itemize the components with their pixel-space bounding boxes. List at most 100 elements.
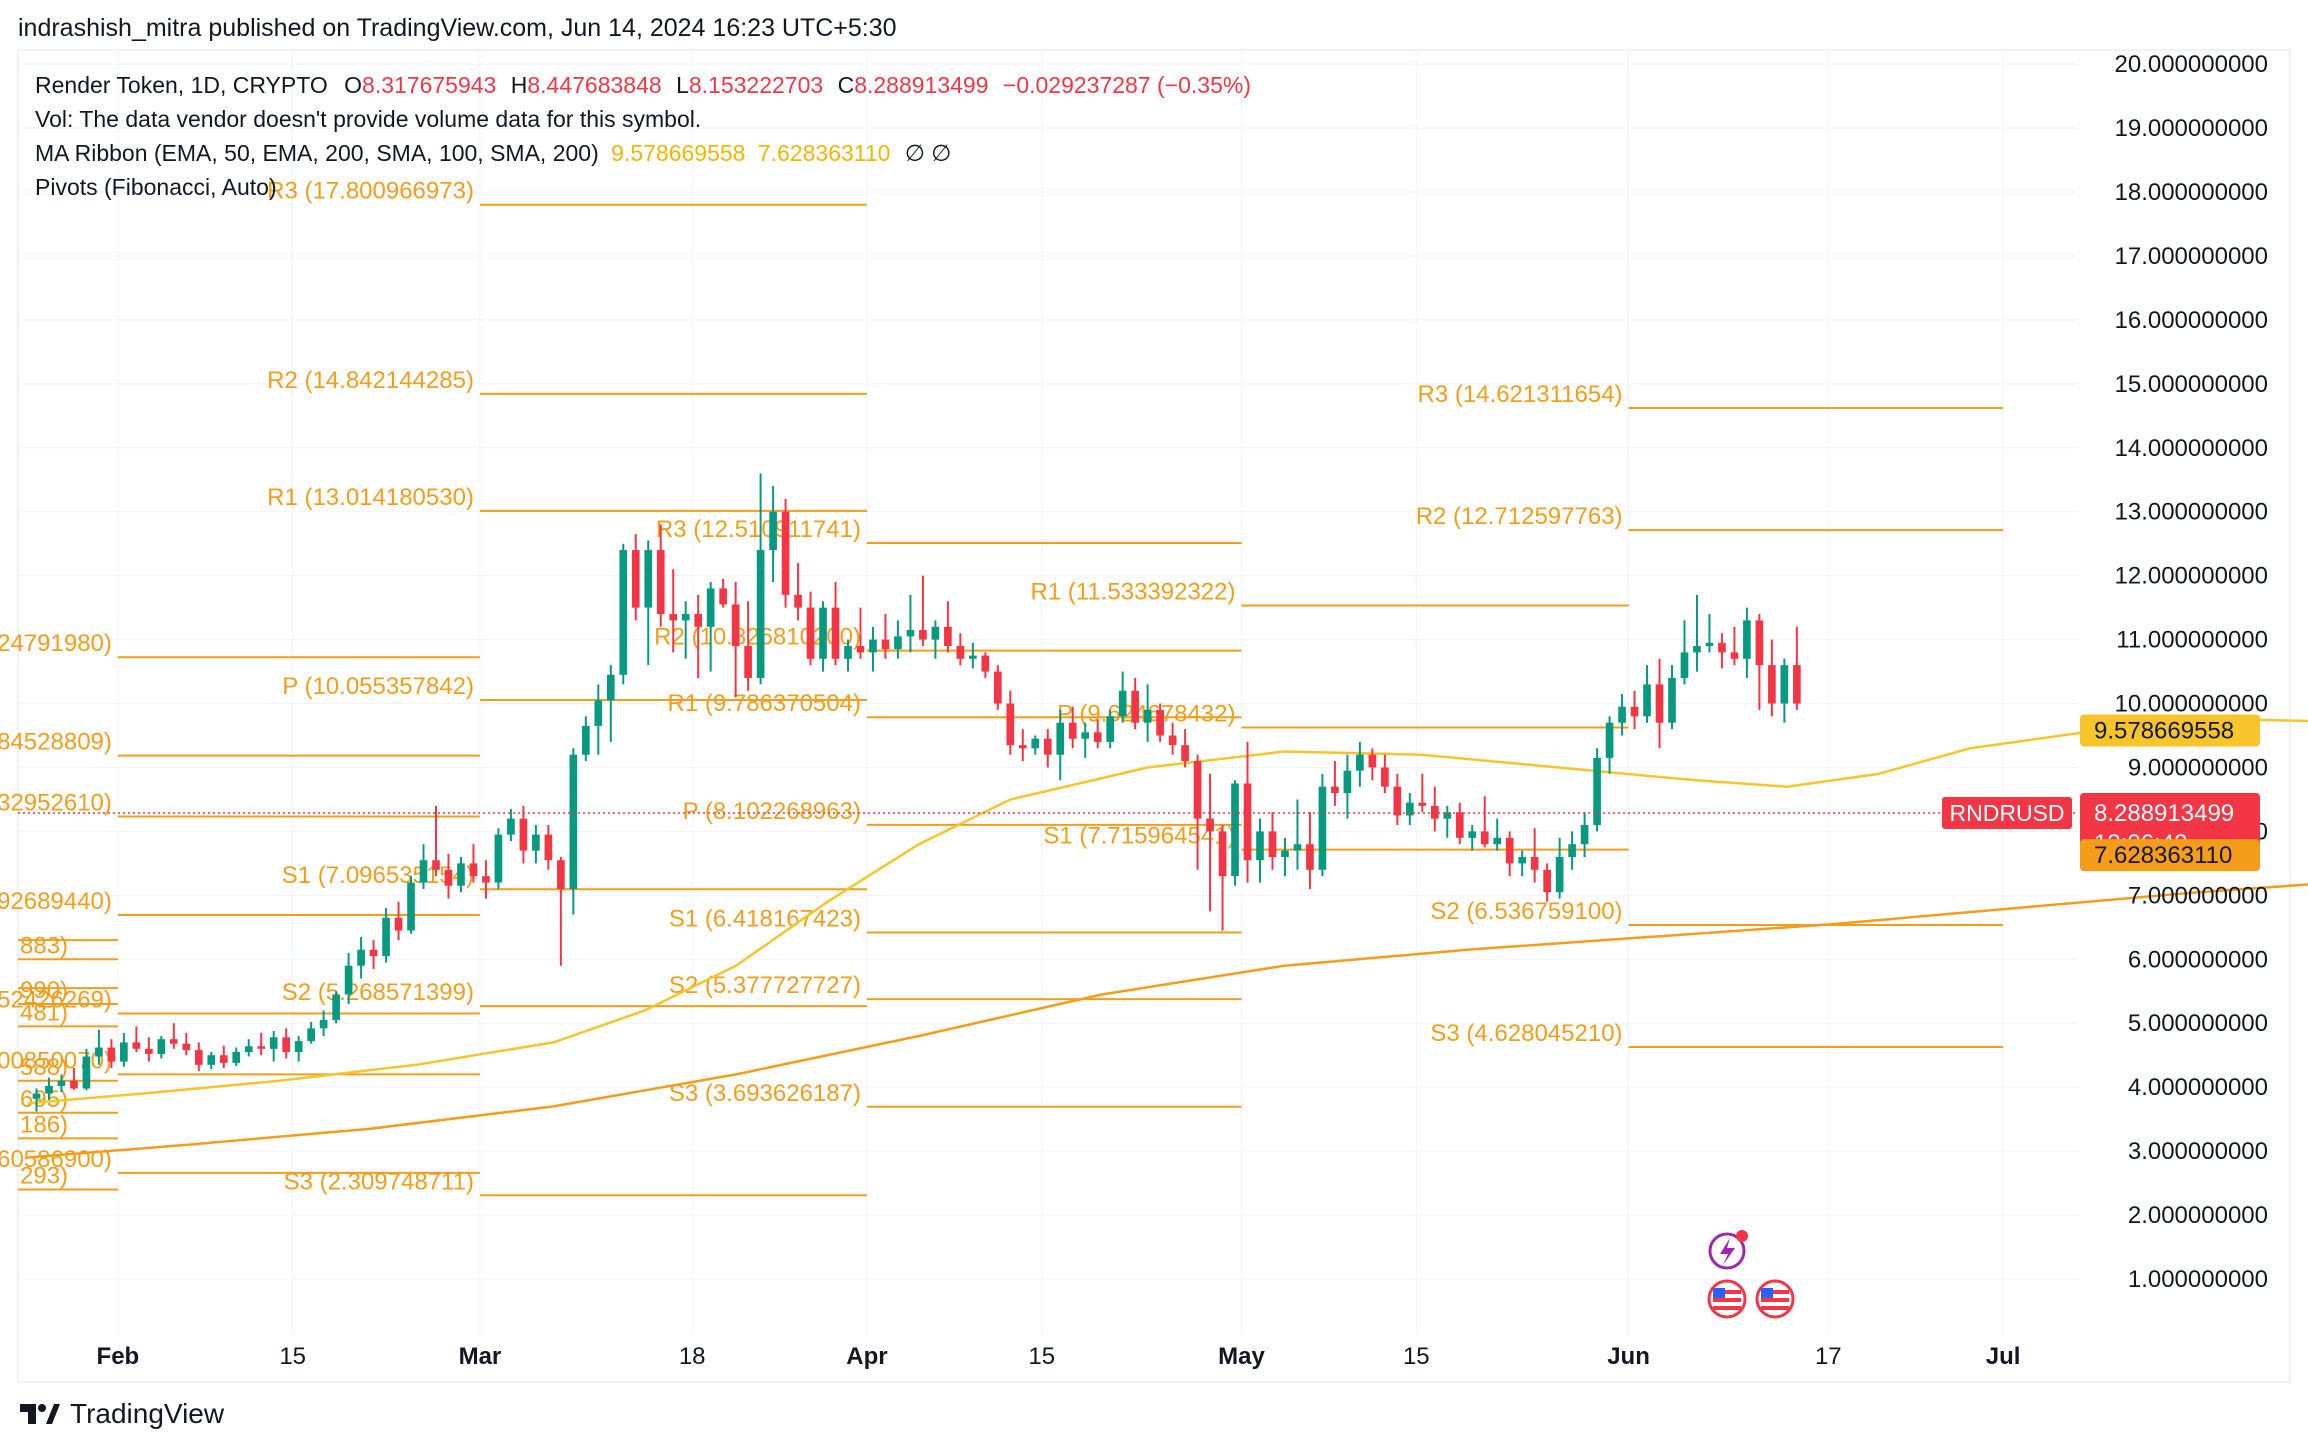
pivot-label: R1 (13.014180530) [267,484,474,511]
candle-body [82,1056,91,1089]
candle-body [1418,802,1427,806]
candle-body [57,1080,66,1086]
y-tick-label: 13.000000000 [2115,499,2269,526]
candle-body [993,671,1002,704]
candle-body [894,636,902,650]
y-tick-label: 7.000000000 [2128,882,2268,909]
footer: TradingView [20,1398,224,1430]
candle-body [182,1043,191,1051]
candle-body [132,1042,141,1049]
y-tick-label: 11.000000000 [2116,627,2268,654]
candle-body [32,1093,41,1099]
candle-body [881,639,890,650]
candle-body [1156,709,1164,736]
pivot-label: R1 (11.533392322) [1030,578,1235,605]
pivot-label: S3 (2.309748711) [284,1168,474,1195]
ma-ribbon-legend[interactable]: MA Ribbon (EMA, 50, EMA, 200, SMA, 100, … [35,140,951,167]
volume-legend[interactable]: Vol: The data vendor doesn't provide vol… [35,106,702,132]
candle-body [419,860,428,883]
candle-body [1031,738,1040,749]
pivot-label: S1 (6.418167423) [669,906,861,933]
candle-body [969,655,977,659]
candle-body [606,674,615,701]
candle-body [1718,642,1726,653]
symbol-title[interactable]: Render Token, 1D, CRYPTO [35,72,328,98]
ma200-line [27,883,2308,1159]
high-label: H [510,72,528,98]
pivot-label: R3 (12.510911741) [656,516,861,543]
candle-body [819,607,827,659]
pivot-label: 883) [20,932,68,959]
time-axis[interactable]: Feb 15 Mar 18 Apr 15 May 15 Jun 17 Jul [97,1343,2021,1370]
low-value: 8.153222703 [688,72,824,98]
ma50-tag [2080,714,2260,747]
candle-body [432,860,440,870]
candle-body [669,614,678,621]
candle-body [1318,786,1327,870]
ma-value-1: 9.578669558 [611,140,746,166]
candle-body [594,700,603,726]
candle-body [45,1085,53,1094]
candle-body [1555,856,1564,893]
candle-body [1793,665,1801,704]
candle-body [194,1050,203,1065]
candle-body [1643,684,1651,717]
candle-body [557,860,565,889]
y-tick-label: 17.000000000 [2115,243,2269,270]
price-axis[interactable]: 1.000000000 2.000000000 3.000000000 4.00000… [2115,51,2269,1293]
candle-body [869,639,877,653]
candle-body [1730,652,1739,659]
pivot-label: R2 (9.184528809) [0,729,112,756]
ma200-tag-label: 7.628363110 [2094,842,2232,869]
candle-body [407,882,415,931]
pivot-label: S1 (7.096535154) [282,862,474,889]
x-tick-label: Jul [1986,1343,2021,1370]
y-tick-label: 1.000000000 [2128,1266,2268,1293]
us-flag-icon[interactable] [1707,1279,1747,1319]
us-flag-icon-2[interactable] [1755,1279,1795,1319]
event-icons[interactable] [1707,1230,1795,1319]
chart-frame [17,49,2291,1383]
candle-body [631,550,640,608]
lightning-icon[interactable] [1708,1230,1748,1270]
pivot-label: S1 (7.715964541) [1043,823,1235,850]
candle-body [1093,732,1102,742]
candle-body [1268,831,1277,857]
candle-body [1281,850,1289,857]
candle-body [1505,837,1514,864]
candle-body [1405,802,1414,816]
candle-body [694,614,703,627]
pivot-label: R3 (17.800966973) [267,178,474,205]
ma50-tag-label: 9.578669558 [2094,717,2234,744]
pivots-legend[interactable]: Pivots (Fibonacci, Auto) [35,174,277,200]
candle-body [919,630,927,640]
ma50-line [27,718,2308,1105]
open-label: O [344,72,363,98]
y-tick-label: 12.000000000 [2115,563,2269,590]
candle-body [1768,665,1776,704]
candle-body [257,1046,266,1049]
ohlc-legend[interactable]: Render Token, 1D, CRYPTO O8.317675943 H8… [35,72,1251,99]
tradingview-logo-icon [20,1404,60,1424]
candle-body [1368,754,1377,768]
candle-body [719,588,727,605]
candle-body [981,655,990,672]
price-chart[interactable]: 883)990)481)588)695)186)293)R3 (10.72479… [0,0,2308,1385]
candle-body [382,917,390,957]
candle-body [806,607,815,659]
pivot-label: P (8.102268963) [683,798,861,825]
candle-body [1593,757,1601,826]
pivot-label: P (6.692689440) [0,888,112,915]
candle-body [1356,754,1364,771]
candle-body [906,630,915,637]
candle-body [457,863,465,886]
x-tick-label: 17 [1815,1343,1842,1370]
x-tick-label: Mar [459,1343,502,1370]
pivot-label: R3 (14.621311654) [1417,381,1622,408]
ma200-tag [2080,839,2260,872]
pivot-label: S2 (6.536759100) [1430,898,1622,925]
close-value: 8.288913499 [854,72,989,98]
y-tick-label: 5.000000000 [2128,1010,2268,1037]
pivot-levels: 883)990)481)588)695)186)293)R3 (10.72479… [0,178,2004,1197]
pivot-label: S2 (4.200850070) [0,1047,112,1074]
